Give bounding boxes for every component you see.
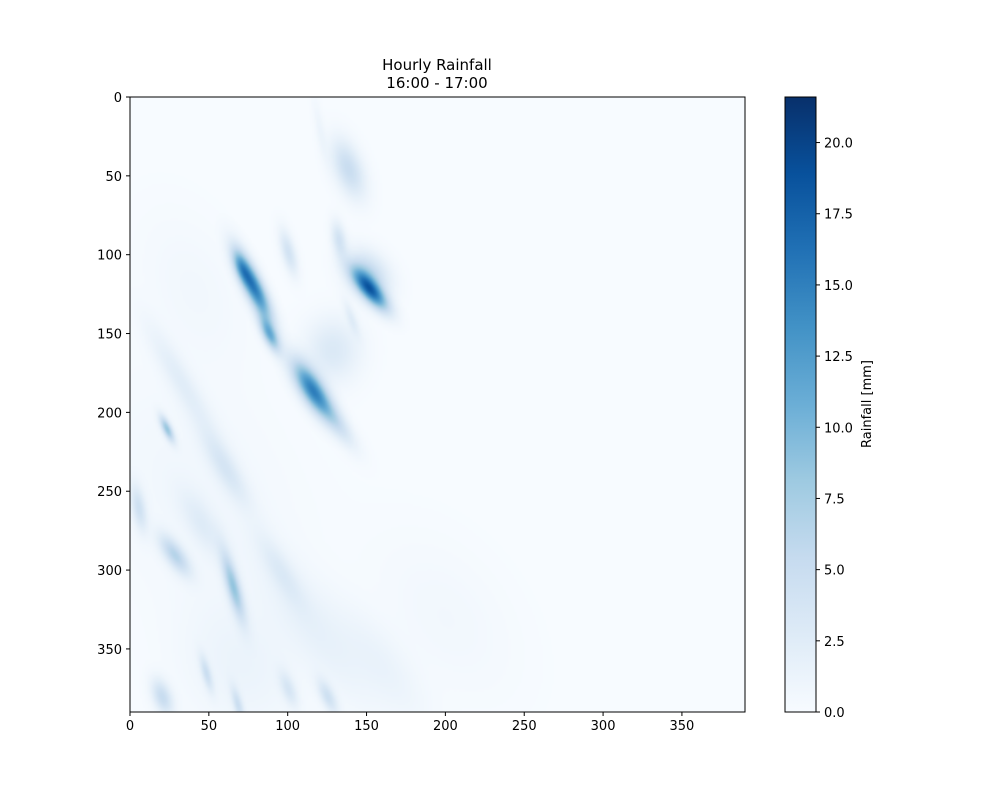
colorbar-frame <box>784 96 817 713</box>
x-tick-label: 250 <box>512 719 537 734</box>
y-tick-label: 50 <box>105 170 122 185</box>
y-tick-label: 300 <box>97 564 122 579</box>
colorbar-label: Rainfall [mm] <box>860 360 875 448</box>
y-tick-label: 0 <box>114 91 122 106</box>
plot-area <box>129 96 746 713</box>
colorbar-tick-label: 12.5 <box>824 350 853 365</box>
colorbar: 0.0 2.5 5.0 7.5 10.0 12.5 15.0 17.5 20.0 Rainfal… <box>784 96 875 721</box>
y-tick-label: 150 <box>97 328 122 343</box>
y-tick-label: 200 <box>97 406 122 421</box>
x-tick-label: 50 <box>201 719 218 734</box>
x-tick-label: 300 <box>591 719 616 734</box>
colorbar-tick-label: 20.0 <box>824 137 853 152</box>
chart-subtitle: 16:00 - 17:00 <box>386 74 487 92</box>
colorbar-tick-label: 5.0 <box>824 564 845 579</box>
colorbar-tick-label: 15.0 <box>824 279 853 294</box>
x-tick-label: 200 <box>433 719 458 734</box>
colorbar-tick-label: 7.5 <box>824 492 845 507</box>
colorbar-tick-label: 2.5 <box>824 635 845 650</box>
colorbar-gradient <box>785 97 816 712</box>
plot-frame <box>129 96 746 713</box>
y-tick-label: 350 <box>97 643 122 658</box>
y-tick-label: 100 <box>97 249 122 264</box>
y-tick-label: 250 <box>97 485 122 500</box>
x-tick-label: 350 <box>670 719 695 734</box>
colorbar-ticks: 0.0 2.5 5.0 7.5 10.0 12.5 15.0 17.5 20.0 <box>816 137 853 721</box>
rainfall-heatmap <box>130 97 745 712</box>
chart-title: Hourly Rainfall <box>382 56 492 74</box>
y-axis: 0 50 100 150 200 250 300 350 <box>97 91 130 658</box>
colorbar-tick-label: 0.0 <box>824 706 845 721</box>
x-tick-label: 100 <box>275 719 300 734</box>
colorbar-tick-label: 10.0 <box>824 421 853 436</box>
colorbar-tick-label: 17.5 <box>824 208 853 223</box>
x-tick-label: 0 <box>126 719 134 734</box>
x-axis: 0 50 100 150 200 250 300 350 <box>126 712 694 734</box>
x-tick-label: 150 <box>354 719 379 734</box>
